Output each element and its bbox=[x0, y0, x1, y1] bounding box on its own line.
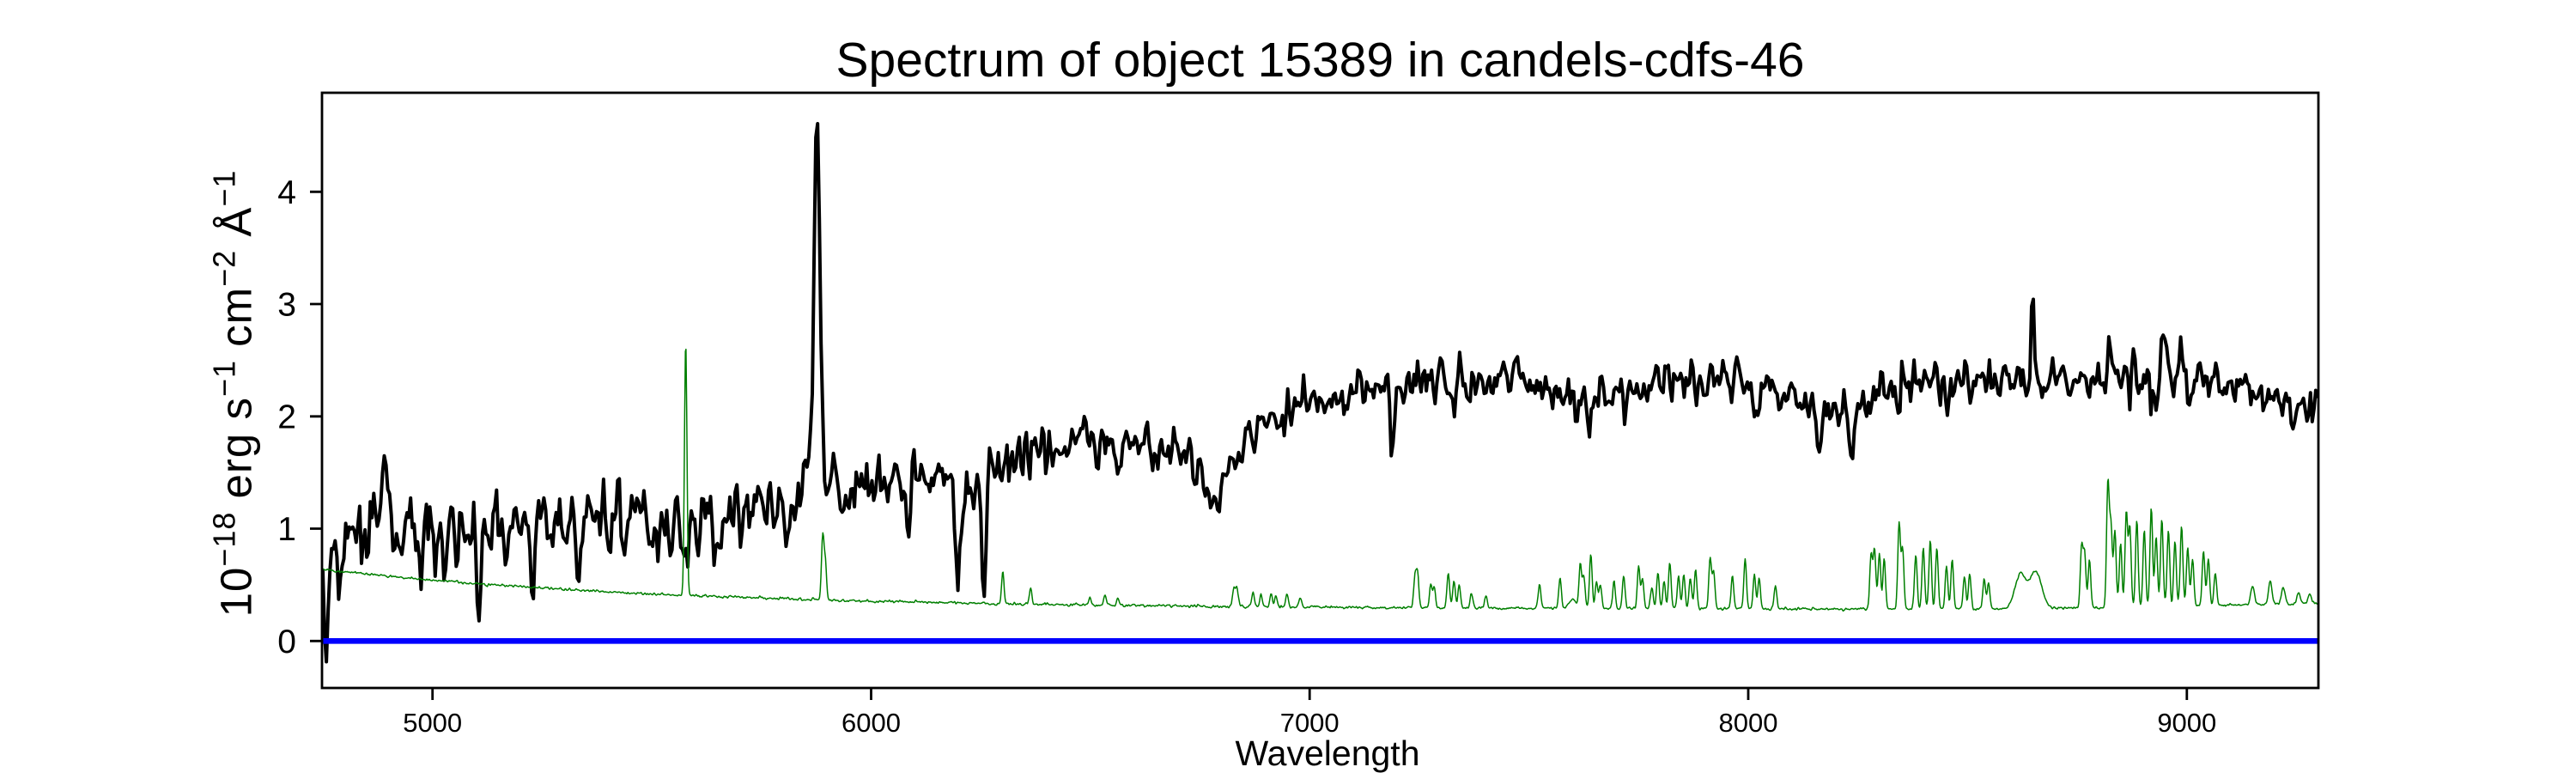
svg-text:Wavelength: Wavelength bbox=[1236, 733, 1420, 773]
svg-text:4: 4 bbox=[277, 174, 296, 211]
svg-text:0: 0 bbox=[277, 624, 296, 660]
svg-text:9000: 9000 bbox=[2157, 708, 2216, 738]
svg-text:3: 3 bbox=[277, 287, 296, 324]
svg-text:5000: 5000 bbox=[403, 708, 462, 738]
svg-text:2: 2 bbox=[277, 399, 296, 435]
svg-text:7000: 7000 bbox=[1280, 708, 1340, 738]
svg-text:8000: 8000 bbox=[1719, 708, 1778, 738]
svg-text:1: 1 bbox=[277, 511, 296, 548]
svg-text:Spectrum of object 15389 in ca: Spectrum of object 15389 in candels-cdfs… bbox=[836, 33, 1805, 88]
svg-text:6000: 6000 bbox=[841, 708, 901, 738]
